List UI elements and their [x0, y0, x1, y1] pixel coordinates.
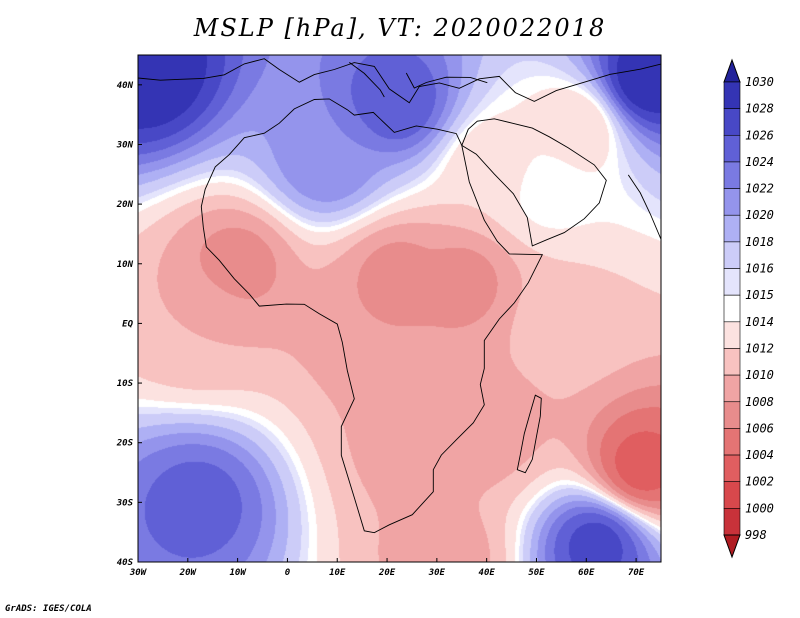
colorbar-level-label: 1026 — [745, 128, 774, 142]
x-tick-label: 50E — [528, 568, 545, 578]
colorbar-swatch — [723, 134, 741, 163]
y-tick-label: 10S — [117, 379, 134, 389]
y-tick-label: 20S — [116, 439, 134, 449]
italy-coastline — [349, 62, 385, 98]
x-axis: 30W 20W 10W 0 10E 20E 30E 40E 50E 60E 70E — [129, 558, 645, 578]
y-tick-label: 10N — [117, 260, 134, 270]
colorbar-level-label: 1018 — [745, 235, 774, 249]
colorbar-swatch — [723, 188, 741, 216]
x-tick-label: 60E — [578, 568, 595, 578]
colorbar-level-label: 1006 — [745, 421, 774, 435]
colorbar-swatch — [723, 401, 741, 429]
colorbar-level-label: 998 — [745, 528, 767, 542]
colorbar-swatch — [723, 454, 741, 483]
colorbar-level-label: 1000 — [745, 501, 774, 515]
colorbar-swatch — [723, 241, 741, 269]
colorbar-level-label: 1028 — [745, 102, 774, 116]
africa-coastline — [200, 98, 544, 534]
y-tick-label: 30S — [116, 498, 134, 508]
colorbar-level-label: 1002 — [745, 475, 774, 489]
greece-turkey-coastline — [405, 72, 488, 89]
colorbar-swatch — [723, 214, 741, 243]
colorbar-level-label: 1016 — [745, 262, 774, 276]
colorbar-level-label: 1022 — [745, 182, 774, 196]
colorbar-level-label: 1004 — [745, 448, 774, 462]
plot-frame — [137, 54, 662, 563]
colorbar-level-label: 1030 — [745, 75, 774, 89]
colorbar-swatch — [723, 81, 741, 109]
colorbar-swatch — [723, 508, 741, 536]
colorbar-max-triangle — [723, 58, 741, 83]
chart-title: MSLP [hPa], VT: 2020022018 — [193, 14, 607, 42]
colorbar-swatch — [723, 374, 741, 403]
colorbar-swatch — [723, 161, 741, 189]
arabia-coastline — [461, 118, 607, 247]
colorbar-swatch — [723, 294, 741, 323]
y-tick-label: 20N — [116, 200, 134, 210]
x-tick-label: 30W — [129, 568, 148, 578]
plot-area: 30W 20W 10W 0 10E 20E 30E 40E 50E 60E 70E 40N 30N 20… — [116, 54, 662, 578]
colorbar-level-label: 1024 — [745, 155, 774, 169]
x-tick-label: 30E — [428, 568, 446, 578]
colorbar-level-label: 1020 — [745, 208, 774, 222]
x-tick-label: 20W — [179, 568, 198, 578]
europe-coastline — [138, 58, 661, 104]
x-tick-label: 10W — [229, 568, 247, 578]
y-tick-label: 30N — [116, 140, 134, 150]
india-coastline — [627, 174, 661, 241]
colorbar-level-label: 1010 — [745, 368, 774, 382]
x-tick-label: 40E — [479, 568, 496, 578]
y-tick-label: 40S — [117, 558, 134, 568]
colorbar-swatch — [723, 481, 741, 509]
colorbar-level-label: 1008 — [745, 395, 774, 409]
x-tick-label: 70E — [628, 568, 645, 578]
colorbar-level-label: 1012 — [745, 341, 774, 355]
x-tick-label: 0 — [285, 568, 291, 578]
colorbar: 998 1000 1002 1004 1006 1008 1010 1012 1014 1015 1… — [723, 58, 774, 559]
colorbar-swatch — [723, 268, 741, 296]
colorbar-swatch — [723, 108, 741, 136]
mslp-field — [138, 55, 661, 562]
colorbar-swatch — [723, 348, 741, 376]
colorbar-level-label: 1015 — [745, 288, 774, 302]
madagascar-coastline — [516, 394, 542, 474]
x-tick-label: 20E — [378, 568, 396, 578]
colorbar-level-label: 1014 — [745, 315, 774, 329]
y-tick-label: 40N — [117, 81, 134, 91]
colorbar-swatch — [723, 321, 741, 349]
x-tick-label: 10E — [329, 568, 346, 578]
y-axis: 40N 30N 20N 10N EQ 10S 20S 30S 40S — [116, 81, 142, 568]
colorbar-min-triangle — [723, 534, 741, 559]
colorbar-swatch — [723, 428, 741, 456]
grads-credit: GrADS: IGES/COLA — [5, 604, 92, 614]
y-tick-label: EQ — [122, 319, 133, 329]
coastlines — [138, 58, 661, 534]
